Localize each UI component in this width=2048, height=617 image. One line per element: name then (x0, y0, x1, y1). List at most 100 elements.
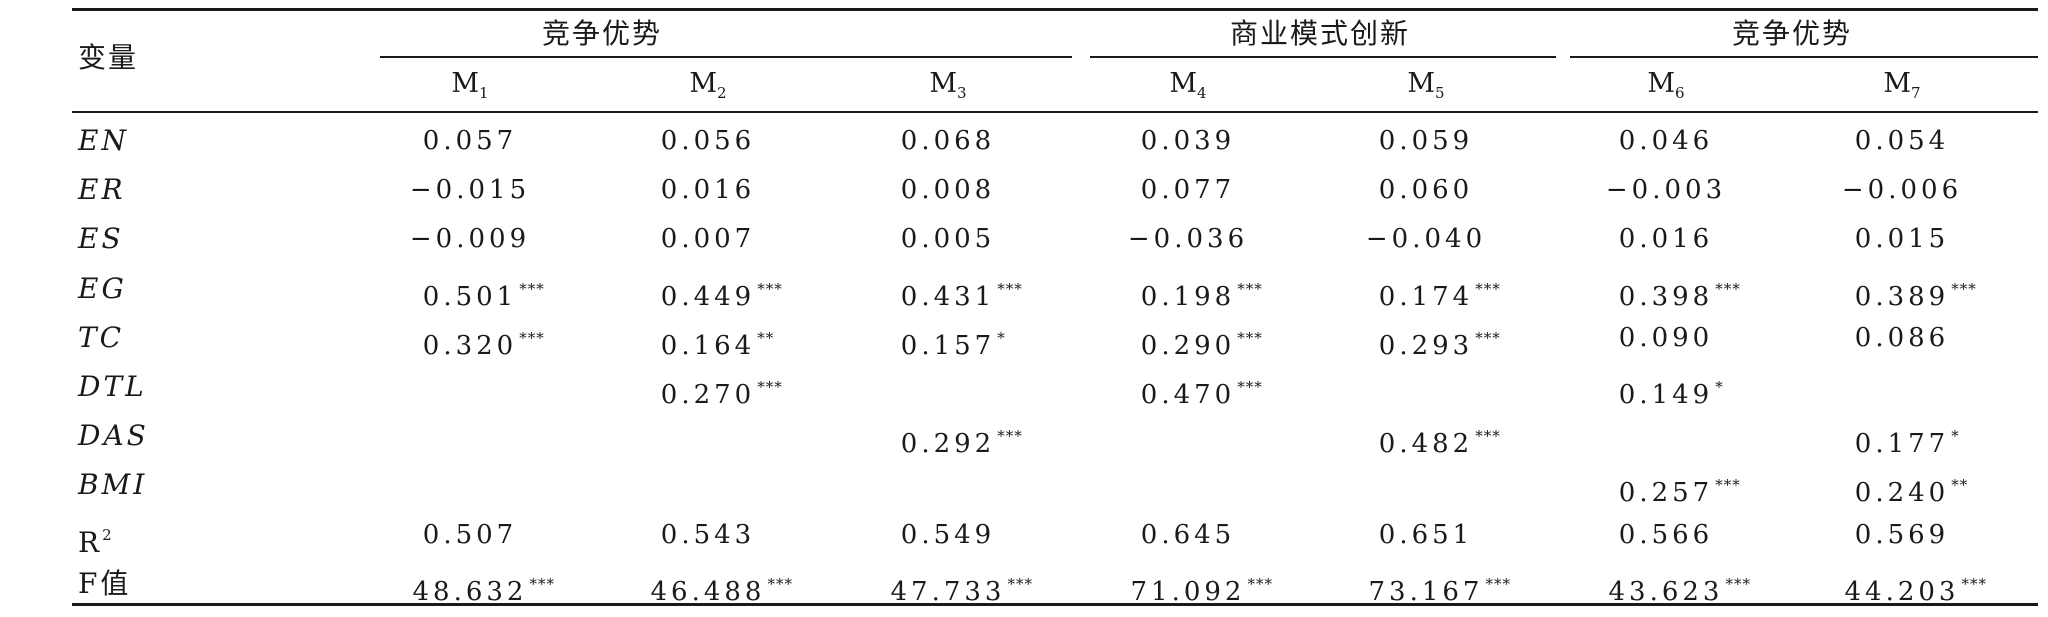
table-cell: 71.092 *** (1131, 559, 1273, 609)
table-row: DAS 0.292 *** 0.482 *** 0.177 * (72, 411, 2038, 461)
coefficient-value: 0.543 (660, 519, 756, 550)
table-cell: 0.501 *** (423, 264, 545, 314)
significance-stars: * (1951, 427, 1960, 446)
table-row: ES −0.009 0.007 0.005 −0.036 −0.040 0.016 0.015 (72, 214, 2038, 264)
significance-stars: * (997, 328, 1006, 347)
table-cell: 0.015 (1855, 214, 1949, 264)
model-header-base: M (1647, 68, 1676, 99)
row-label: DAS (78, 411, 149, 461)
coefficient-value: 0.507 (422, 519, 518, 550)
significance-stars: *** (519, 279, 545, 298)
table-cell: 0.056 (661, 116, 755, 166)
table-cell: 0.290 *** (1141, 313, 1263, 363)
significance-stars: *** (1715, 279, 1741, 298)
row-label: ES (78, 214, 124, 264)
significance-stars: *** (1961, 574, 1987, 593)
group-header-competitive-advantage-2: 竞争优势 (1731, 17, 1852, 50)
table-cell: 0.389 *** (1855, 264, 1977, 314)
group-underline-1 (380, 56, 1072, 58)
coefficient-value: 47.733 (890, 576, 1006, 607)
row-label-text: TC (78, 320, 125, 354)
coefficient-value: −0.015 (409, 175, 531, 206)
coefficient-value: 0.569 (1854, 519, 1950, 550)
coefficient-value: 0.389 (1854, 281, 1950, 312)
table-cell: 0.077 (1141, 165, 1235, 215)
coefficient-value: 0.007 (660, 224, 756, 255)
coefficient-value: 44.203 (1844, 576, 1960, 607)
coefficient-value: 0.501 (422, 281, 518, 312)
row-label: TC (78, 313, 124, 363)
table-cell: 0.007 (661, 214, 755, 264)
coefficient-value: 0.293 (1378, 330, 1474, 361)
table-cell: 0.320 *** (423, 313, 545, 363)
table-row: EG 0.501 *** 0.449 *** 0.431 *** 0.198 *** 0.174 *… (72, 264, 2038, 314)
row-label-superscript: 2 (102, 525, 115, 544)
row-label-text: EN (78, 124, 129, 157)
coefficient-value: 0.090 (1618, 322, 1714, 353)
coefficient-value: 0.174 (1378, 281, 1474, 312)
table-cell: 0.046 (1619, 116, 1713, 166)
coefficient-value: 0.046 (1618, 126, 1714, 156)
model-header-m7: M7 (1802, 62, 2002, 106)
significance-stars: *** (767, 574, 793, 593)
coefficient-value: 0.651 (1378, 519, 1474, 550)
coefficient-value: −0.036 (1127, 224, 1249, 255)
coefficient-value: 0.470 (1140, 380, 1236, 410)
group-header-business-model-innovation: 商业模式创新 (1229, 17, 1410, 50)
model-header-m2: M2 (608, 62, 808, 106)
row-label-text: DTL (78, 370, 147, 403)
row-label-text: DAS (78, 419, 149, 453)
coefficient-value: 0.008 (900, 175, 996, 206)
table-cell: 43.623 *** (1609, 559, 1751, 609)
table-cell: 0.016 (1619, 214, 1713, 264)
table-bottom-rule (72, 603, 2038, 606)
coefficient-value: 0.016 (1618, 224, 1714, 255)
coefficient-value: 0.054 (1854, 126, 1950, 156)
regression-table: 变量 竞争优势 商业模式创新 竞争优势 M1 M2 M3 M4 M5 M6 M7 EN 0.0… (72, 0, 2038, 608)
model-header-base: M (689, 68, 718, 99)
significance-stars: *** (757, 279, 783, 298)
table-cell: 0.090 (1619, 313, 1713, 363)
variable-column-header: 变量 (78, 41, 139, 74)
significance-stars: *** (1951, 279, 1977, 298)
table-cell: −0.036 (1128, 214, 1248, 264)
model-header-base: M (1169, 68, 1198, 99)
model-header-subscript: 3 (957, 84, 967, 102)
significance-stars: *** (1475, 279, 1501, 298)
table-cell: 0.086 (1855, 313, 1949, 363)
significance-stars: *** (519, 328, 545, 347)
coefficient-value: 0.566 (1618, 519, 1714, 550)
table-cell: −0.009 (410, 214, 530, 264)
group-header-competitive-advantage-1: 竞争优势 (541, 17, 662, 50)
table-cell: 0.059 (1379, 116, 1473, 166)
table-cell: 0.507 (423, 510, 517, 560)
significance-stars: *** (1237, 378, 1263, 396)
group-underline-3 (1570, 56, 2038, 58)
coefficient-value: 0.068 (900, 126, 996, 156)
significance-stars: ** (757, 328, 775, 347)
model-header-subscript: 7 (1911, 84, 1921, 102)
model-header-base: M (929, 68, 958, 99)
coefficient-value: 0.290 (1140, 330, 1236, 361)
table-cell: 0.431 *** (901, 264, 1023, 314)
coefficient-value: 71.092 (1130, 576, 1246, 607)
significance-stars: *** (757, 378, 783, 396)
coefficient-value: 0.482 (1378, 429, 1474, 460)
significance-stars: *** (1237, 328, 1263, 347)
coefficient-value: −0.003 (1605, 175, 1727, 206)
coefficient-value: −0.006 (1841, 175, 1963, 206)
table-cell: 0.482 *** (1379, 411, 1501, 461)
row-label: R2 (78, 510, 115, 560)
coefficient-value: 0.431 (900, 281, 996, 312)
row-label: ER (78, 165, 126, 215)
table-row: DTL 0.270 *** 0.470 *** 0.149 * (72, 362, 2038, 412)
coefficient-value: 0.077 (1140, 175, 1236, 206)
table-cell: 0.293 *** (1379, 313, 1501, 363)
table-cell: 0.157 * (901, 313, 1006, 363)
significance-stars: *** (997, 427, 1023, 446)
coefficient-value: 0.645 (1140, 519, 1236, 550)
table-row: F值 48.632 *** 46.488 *** 47.733 *** 71.092 *** 73… (72, 559, 2038, 609)
table-cell: 0.398 *** (1619, 264, 1741, 314)
model-header-base: M (1883, 68, 1912, 99)
significance-stars: *** (1485, 574, 1511, 593)
